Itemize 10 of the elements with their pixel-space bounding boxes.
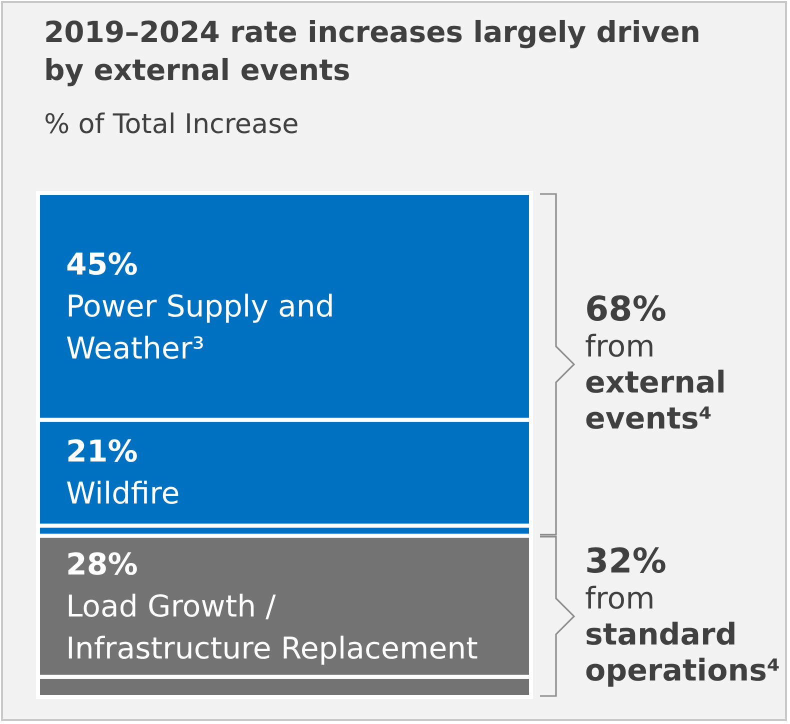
chart-title: 2019–2024 rate increases largely driven by external events <box>44 15 701 87</box>
series-label: Load Growth / Infrastructure Replacement <box>66 589 478 666</box>
series-label: Wildfire <box>66 476 180 512</box>
text: 32% from standard operations⁴ <box>585 541 780 688</box>
text: 68% from external events⁴ <box>585 289 726 436</box>
data-label: 21% <box>66 434 138 470</box>
chart-subtitle: % of Total Increase <box>44 109 299 140</box>
data-label: 28% <box>66 547 138 582</box>
data-label: 45% <box>66 247 138 282</box>
series-label: Power Supply and Weather³ <box>66 289 334 366</box>
